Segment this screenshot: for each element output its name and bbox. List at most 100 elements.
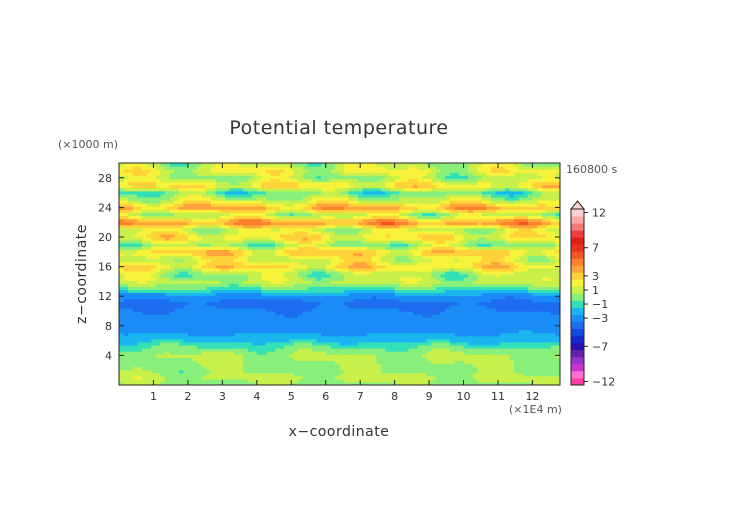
heatmap-cell [509, 338, 515, 343]
heatmap-cell [330, 233, 336, 238]
heatmap-cell [509, 230, 515, 235]
heatmap-cell [481, 264, 488, 269]
heatmap-cell [316, 295, 322, 300]
heatmap-cell [458, 332, 465, 337]
heatmap-cell [394, 307, 400, 312]
heatmap-cell [426, 261, 432, 266]
heatmap-cell [353, 369, 359, 374]
heatmap-cell [233, 354, 240, 358]
heatmap-cell [293, 317, 299, 321]
heatmap-cell [275, 314, 281, 318]
heatmap-cell [330, 224, 336, 229]
heatmap-cell [523, 363, 529, 368]
heatmap-cell [385, 243, 391, 247]
heatmap-cell [353, 246, 359, 250]
heatmap-cell [403, 289, 409, 294]
heatmap-cell [481, 323, 488, 328]
heatmap-cell [238, 344, 244, 349]
heatmap-cell [238, 295, 244, 300]
heatmap-cell [344, 326, 350, 331]
heatmap-cell [238, 381, 244, 385]
heatmap-cell [321, 344, 327, 349]
heatmap-cell [334, 270, 341, 275]
heatmap-cell [261, 329, 267, 334]
heatmap-cell [174, 274, 180, 278]
heatmap-cell [169, 311, 175, 315]
heatmap-cell [481, 286, 488, 291]
heatmap-cell [514, 332, 520, 337]
heatmap-cell [252, 341, 258, 346]
heatmap-cell [413, 366, 419, 371]
heatmap-cell [500, 307, 506, 312]
heatmap-cell [210, 237, 217, 241]
heatmap-cell [169, 357, 175, 361]
heatmap-cell [408, 298, 414, 303]
heatmap-cell [229, 230, 235, 235]
heatmap-cell [298, 255, 304, 260]
heatmap-cell [197, 252, 203, 257]
heatmap-cell [550, 249, 556, 254]
heatmap-cell [187, 227, 194, 232]
heatmap-cell [141, 366, 148, 371]
heatmap-cell [523, 311, 529, 315]
heatmap-cell [252, 369, 258, 374]
heatmap-cell [316, 227, 322, 232]
heatmap-cell [527, 252, 534, 257]
heatmap-cell [224, 227, 230, 232]
heatmap-cell [210, 366, 217, 371]
heatmap-cell [514, 357, 520, 361]
heatmap-cell [408, 307, 414, 312]
heatmap-cell [468, 233, 474, 238]
heatmap-cell [302, 326, 308, 331]
heatmap-cell [537, 274, 543, 278]
heatmap-cell [440, 240, 446, 244]
heatmap-cell [307, 292, 313, 297]
heatmap-cell [394, 249, 400, 254]
heatmap-cell [514, 317, 520, 321]
heatmap-cell [399, 280, 405, 284]
heatmap-cell [197, 240, 203, 244]
heatmap-cell [233, 314, 240, 318]
heatmap-cell [367, 369, 373, 374]
heatmap-cell [160, 270, 166, 275]
heatmap-cell [128, 372, 134, 377]
heatmap-cell [293, 233, 299, 238]
heatmap-cell [330, 366, 336, 371]
heatmap-cell [422, 351, 428, 355]
heatmap-cell [266, 357, 272, 361]
heatmap-cell [523, 381, 529, 385]
heatmap-cell [302, 357, 308, 361]
heatmap-cell [325, 227, 331, 232]
heatmap-cell [123, 255, 129, 260]
heatmap-cell [266, 270, 272, 275]
heatmap-cell [348, 366, 354, 371]
heatmap-cell [311, 274, 318, 278]
heatmap-cell [454, 348, 460, 352]
heatmap-cell [371, 329, 377, 334]
heatmap-cell [472, 348, 478, 352]
heatmap-cell [178, 249, 184, 254]
heatmap-cell [472, 274, 478, 278]
heatmap-cell [321, 354, 327, 358]
heatmap-cell [183, 332, 189, 337]
heatmap-cell [394, 243, 400, 247]
heatmap-cell [449, 233, 455, 238]
heatmap-cell [137, 378, 143, 383]
heatmap-cell [417, 317, 423, 321]
heatmap-cell [555, 283, 560, 287]
heatmap-cell [385, 378, 391, 383]
heatmap-cell [284, 270, 290, 275]
heatmap-cell [279, 277, 285, 281]
heatmap-cell [233, 341, 240, 346]
heatmap-cell [426, 332, 432, 337]
heatmap-cell [243, 274, 249, 278]
heatmap-cell [123, 298, 129, 303]
heatmap-cell [371, 335, 377, 340]
heatmap-cell [500, 357, 506, 361]
heatmap-cell [491, 372, 497, 377]
heatmap-cell [284, 227, 290, 232]
heatmap-cell [495, 354, 501, 358]
heatmap-cell [394, 237, 400, 241]
heatmap-cell [468, 258, 474, 263]
heatmap-cell [367, 372, 373, 377]
